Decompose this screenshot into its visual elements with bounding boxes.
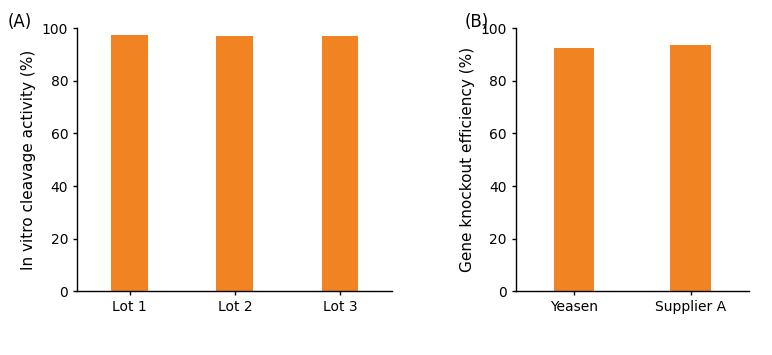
Text: (A): (A) bbox=[8, 13, 32, 31]
Bar bbox=[111, 35, 148, 291]
Y-axis label: In vitro cleavage activity (%): In vitro cleavage activity (%) bbox=[22, 50, 36, 270]
Text: (B): (B) bbox=[465, 13, 489, 31]
Bar bbox=[321, 36, 358, 291]
Bar bbox=[216, 36, 253, 291]
Y-axis label: Gene knockout efficiency (%): Gene knockout efficiency (%) bbox=[460, 47, 475, 272]
Bar bbox=[670, 45, 711, 291]
Bar bbox=[554, 48, 594, 291]
